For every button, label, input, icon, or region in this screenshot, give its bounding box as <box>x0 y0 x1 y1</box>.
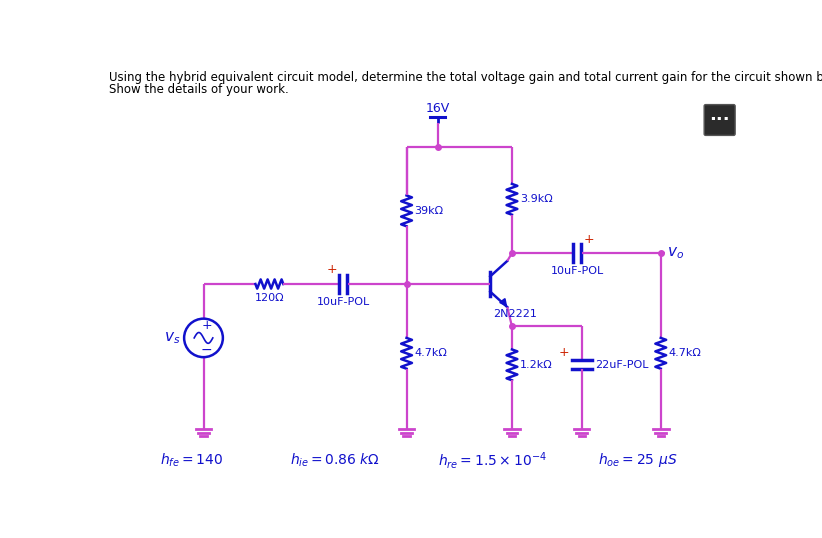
Text: 16V: 16V <box>426 102 450 115</box>
Text: 39kΩ: 39kΩ <box>414 206 443 216</box>
Text: 10uF-POL: 10uF-POL <box>316 297 370 307</box>
Text: +: + <box>559 346 570 359</box>
Text: $v_s$: $v_s$ <box>164 330 180 346</box>
Text: $h_{ie} = 0.86\ k\Omega$: $h_{ie} = 0.86\ k\Omega$ <box>290 451 381 469</box>
Text: $v_o$: $v_o$ <box>667 245 684 261</box>
FancyBboxPatch shape <box>704 104 735 136</box>
Text: +: + <box>584 232 593 245</box>
Text: 3.9kΩ: 3.9kΩ <box>520 194 552 204</box>
Text: +: + <box>201 319 212 332</box>
Text: ···: ··· <box>709 111 730 129</box>
Text: 1.2kΩ: 1.2kΩ <box>520 360 552 370</box>
Text: 4.7kΩ: 4.7kΩ <box>414 348 447 358</box>
Text: 2N2221: 2N2221 <box>493 309 538 318</box>
Text: 4.7kΩ: 4.7kΩ <box>668 348 701 358</box>
Text: Using the hybrid equivalent circuit model, determine the total voltage gain and : Using the hybrid equivalent circuit mode… <box>109 70 822 84</box>
Text: 22uF-POL: 22uF-POL <box>595 360 649 370</box>
Text: 10uF-POL: 10uF-POL <box>551 266 603 277</box>
Text: +: + <box>326 263 337 277</box>
Text: $h_{oe} = 25\ \mu S$: $h_{oe} = 25\ \mu S$ <box>598 451 677 469</box>
Text: −: − <box>201 343 212 357</box>
Text: $h_{re} = 1.5 \times 10^{-4}$: $h_{re} = 1.5 \times 10^{-4}$ <box>438 450 547 471</box>
Text: Show the details of your work.: Show the details of your work. <box>109 83 289 96</box>
Text: $h_{fe} = 140$: $h_{fe} = 140$ <box>160 451 224 469</box>
Text: 120Ω: 120Ω <box>255 293 284 303</box>
